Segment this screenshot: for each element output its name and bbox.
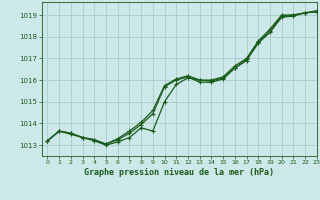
X-axis label: Graphe pression niveau de la mer (hPa): Graphe pression niveau de la mer (hPa) bbox=[84, 168, 274, 177]
